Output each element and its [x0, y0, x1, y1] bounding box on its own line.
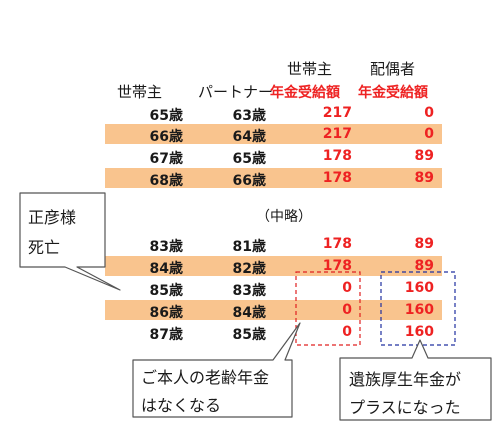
head-age-cell: 65歳 — [149, 108, 183, 124]
spouse-pension-cell: 160 — [404, 280, 434, 296]
callout-death-bubble — [19, 192, 121, 291]
head-pension-cell: 178 — [322, 170, 352, 186]
header-spouse-pension: 年金受給額 — [358, 85, 428, 101]
red-dashed-box — [295, 271, 361, 346]
spouse-pension-cell: 160 — [404, 324, 434, 340]
partner-age-cell: 66歳 — [232, 173, 266, 189]
head-pension-cell: 217 — [322, 126, 352, 142]
spouse-pension-cell: 89 — [414, 148, 434, 164]
header-spouse-top: 配偶者 — [370, 60, 416, 78]
header-partner: パートナー — [198, 83, 274, 101]
spouse-pension-cell: 0 — [424, 126, 434, 142]
partner-age-cell: 63歳 — [232, 108, 266, 124]
head-age-cell: 67歳 — [149, 151, 183, 167]
head-pension-cell: 0 — [342, 302, 352, 318]
row-band — [105, 168, 442, 188]
spouse-pension-cell: 0 — [424, 105, 434, 121]
spouse-pension-cell: 160 — [404, 302, 434, 318]
spouse-pension-cell: 89 — [414, 170, 434, 186]
row-band — [105, 300, 442, 320]
callout-survivor-line2: プラスになった — [349, 398, 461, 417]
head-age-cell: 68歳 — [149, 173, 183, 189]
omitted-label: （中略） — [256, 209, 312, 225]
callout-own-pension-line1: ご本人の老齢年金 — [141, 368, 270, 387]
callout-own-pension-line2: はなくなる — [141, 396, 222, 415]
head-age-cell: 85歳 — [149, 283, 183, 299]
head-age-cell: 84歳 — [149, 261, 183, 277]
partner-age-cell: 82歳 — [232, 261, 266, 277]
partner-age-cell: 65歳 — [232, 151, 266, 167]
callout-death-line1: 正彦様 — [28, 208, 77, 227]
partner-age-cell: 81歳 — [232, 239, 266, 255]
partner-age-cell: 83歳 — [232, 283, 266, 299]
callout-survivor-bubble — [339, 339, 492, 421]
callout-own-pension-bubble — [132, 322, 301, 418]
partner-age-cell: 64歳 — [232, 129, 266, 145]
callout-survivor-line1: 遺族厚生年金が — [349, 370, 462, 389]
head-pension-cell: 0 — [342, 280, 352, 296]
partner-age-cell: 84歳 — [232, 305, 266, 321]
spouse-pension-cell: 89 — [414, 258, 434, 274]
head-pension-cell: 217 — [322, 105, 352, 121]
spouse-pension-cell: 89 — [414, 236, 434, 252]
callout-death-line2: 死亡 — [28, 238, 61, 257]
head-pension-cell: 178 — [322, 236, 352, 252]
head-pension-cell: 178 — [322, 148, 352, 164]
head-pension-cell: 178 — [322, 258, 352, 274]
partner-age-cell: 85歳 — [232, 327, 266, 343]
blue-dashed-box — [380, 271, 456, 346]
head-age-cell: 86歳 — [149, 305, 183, 321]
row-band — [105, 256, 442, 276]
header-head-pension: 年金受給額 — [270, 85, 340, 101]
row-band — [105, 124, 442, 144]
header-head-top: 世帯主 — [287, 60, 333, 78]
head-age-cell: 87歳 — [149, 327, 183, 343]
head-age-cell: 66歳 — [149, 129, 183, 145]
head-age-cell: 83歳 — [149, 239, 183, 255]
header-head: 世帯主 — [117, 83, 163, 101]
head-pension-cell: 0 — [342, 324, 352, 340]
